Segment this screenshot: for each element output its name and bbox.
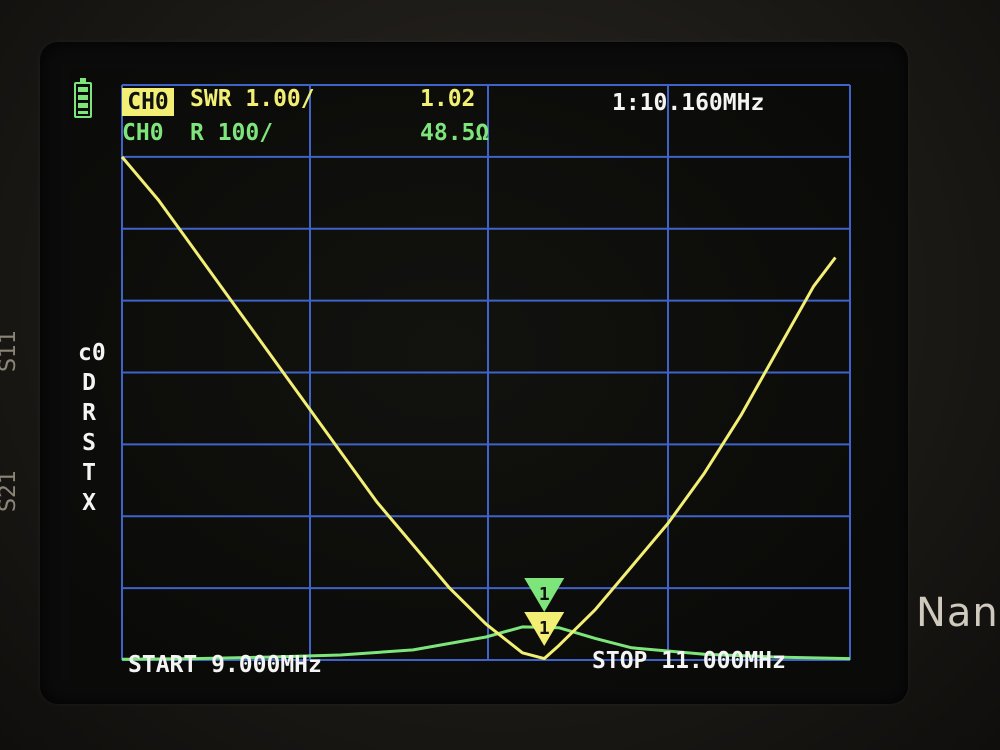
trace-resistance — [121, 625, 851, 661]
marker-r-icon-label: 1 — [539, 584, 550, 605]
sweep-stop[interactable]: STOP 11.000MHz — [592, 648, 786, 674]
marker-r-icon: 1 — [524, 578, 565, 612]
trace-swr — [120, 155, 837, 661]
channel0-value: 1.02 — [420, 86, 476, 112]
battery-icon — [74, 78, 92, 118]
marker-swr-icon: 1 — [524, 612, 565, 646]
markers: 11 — [524, 578, 565, 646]
channel1-badge[interactable]: CH0 — [122, 120, 164, 146]
menu-key-r[interactable]: R — [82, 400, 96, 426]
traces — [120, 155, 851, 661]
channel1-format[interactable]: R 100/ — [190, 120, 274, 146]
channel0-format[interactable]: SWR 1.00/ — [190, 86, 315, 112]
menu-key-s[interactable]: S — [82, 430, 96, 456]
menu-key-d[interactable]: D — [82, 370, 96, 396]
marker-readout: 1:10.160MHz — [612, 90, 765, 116]
marker-swr-icon-label: 1 — [539, 618, 550, 639]
channel1-value: 48.5Ω — [420, 120, 490, 146]
menu-key-cal[interactable]: c0 — [78, 340, 106, 366]
sweep-start[interactable]: START 9.000MHz — [128, 652, 322, 678]
channel0-badge[interactable]: CH0 — [122, 88, 174, 116]
lcd-screen[interactable] — [70, 70, 896, 690]
menu-key-x[interactable]: X — [82, 490, 96, 516]
grid-lines — [121, 84, 851, 661]
menu-key-t[interactable]: T — [82, 460, 96, 486]
brand-logo: Nano — [916, 590, 1000, 636]
